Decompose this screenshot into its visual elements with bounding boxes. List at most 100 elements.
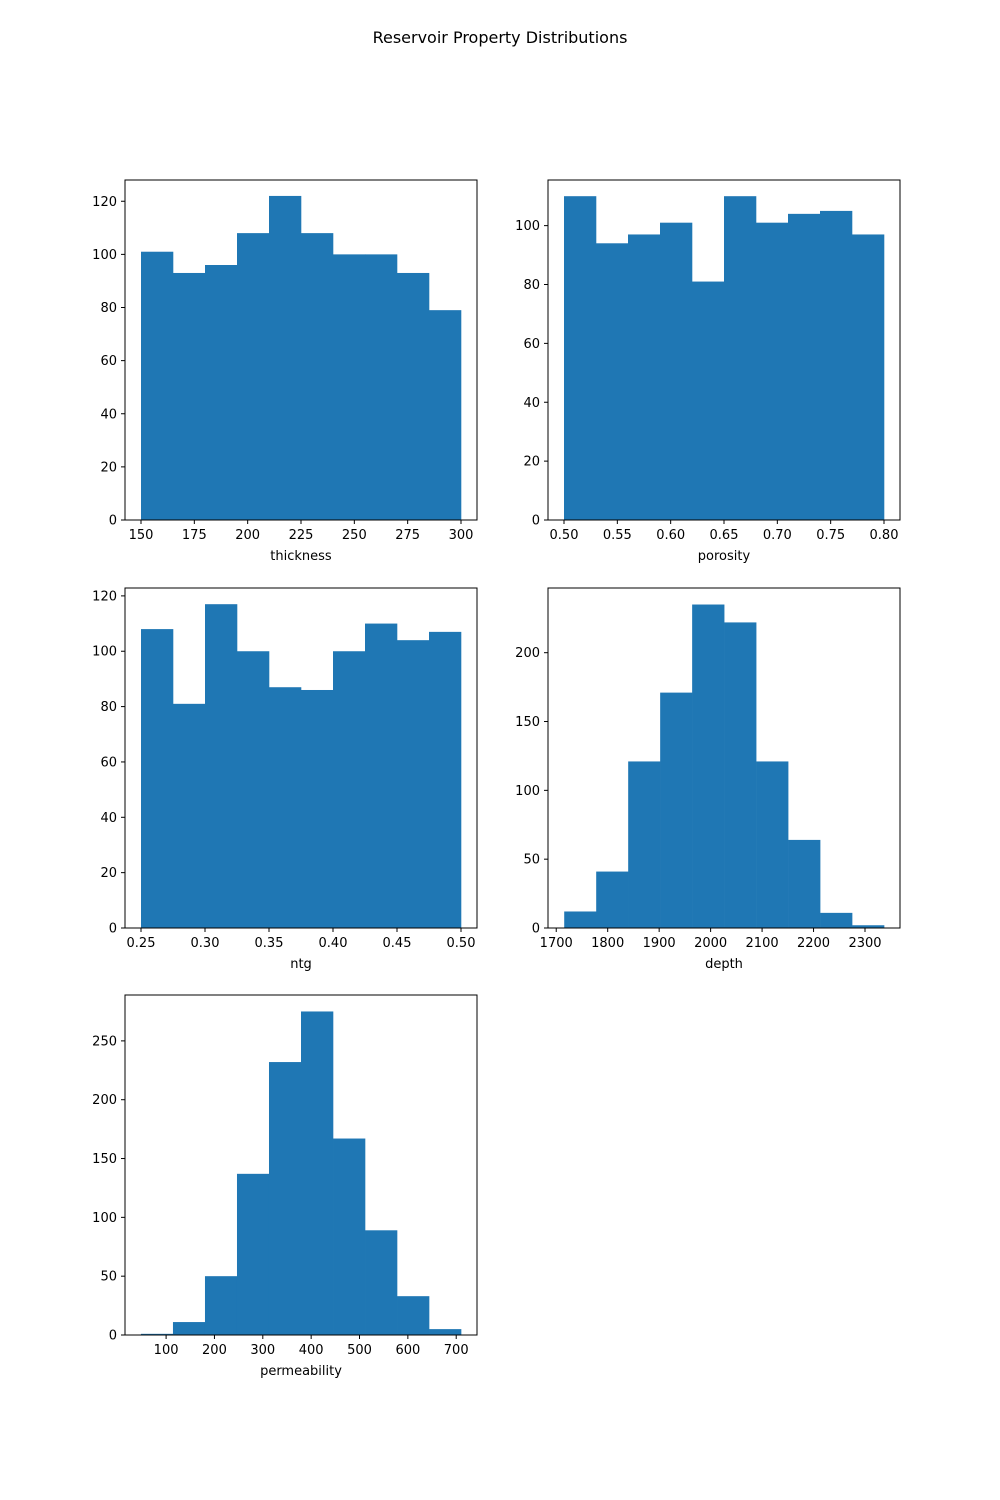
x-axis-label: ntg [290,957,312,972]
histogram-bar [724,622,757,928]
x-tick-label: 0.25 [127,936,156,951]
histogram-bar [628,761,661,928]
histogram-bar [301,1011,334,1335]
subplot-thickness: 150 175 200 225 250 275 300 0 20 40 60 80 100 120 thic… [92,179,478,564]
histogram-bar [564,196,597,520]
histogram-bar [397,640,430,928]
subplot-permeability: 100 200 300 400 500 600 700 0 50 100 150 200 250 perm… [92,994,478,1379]
x-tick-label: 200 [235,528,260,543]
histogram-bar [429,1329,462,1335]
histogram-bar [333,254,366,520]
histogram-bar [333,1138,366,1335]
y-tick-label: 100 [515,219,540,234]
histogram-bar [365,254,398,520]
histogram-bar [173,272,206,520]
histogram-bar [429,310,462,520]
x-tick-label: 1800 [591,936,624,951]
y-tick-label: 40 [100,407,117,422]
x-tick-label: 0.75 [816,528,845,543]
x-tick-label: 300 [449,528,474,543]
y-tick-label: 250 [92,1034,117,1049]
histogram-bar [365,623,398,928]
histogram-bar [429,631,462,928]
y-tick-label: 40 [523,396,540,411]
y-tick-label: 100 [515,784,540,799]
axes-frame [547,587,901,929]
histogram-bar [204,1276,238,1335]
histogram-bar [141,251,174,520]
histogram-bar [660,222,693,521]
y-tick-label: 20 [100,866,117,881]
y-tick-label: 20 [100,460,117,475]
histogram-bar [820,210,853,520]
x-tick-label: 500 [347,1343,372,1358]
x-axis-label: depth [705,957,743,972]
histogram-bar [820,912,853,928]
x-tick-label: 150 [129,528,154,543]
y-tick-label: 40 [100,811,117,826]
histogram-bar [397,272,430,520]
x-axis-label: permeability [260,1364,342,1379]
histogram-bar [140,1333,174,1335]
subplot-depth: 1700 1800 1900 2000 2100 2200 2300 0 50 100 150 200… [515,587,901,972]
histogram-bar [628,234,661,521]
y-tick-label: 20 [523,455,540,470]
subplot-porosity: 0.50 0.55 0.60 0.65 0.70 0.75 0.80 0 20 40 60 80 100… [515,179,901,564]
x-tick-label: 0.40 [319,936,348,951]
x-tick-label: 225 [289,528,314,543]
histogram-bar [564,911,597,928]
x-tick-label: 100 [154,1343,179,1358]
x-tick-label: 1900 [643,936,676,951]
histogram-bar [173,703,206,928]
histogram-bar [365,1230,398,1335]
y-tick-label: 100 [92,1211,117,1226]
histogram-bar [660,692,693,928]
x-tick-label: 175 [182,528,207,543]
x-tick-label: 300 [250,1343,275,1358]
x-tick-label: 0.80 [870,528,899,543]
histogram-bar [397,1296,430,1335]
histogram-bar [788,839,821,928]
y-tick-label: 80 [100,700,117,715]
x-tick-label: 400 [299,1343,324,1358]
x-tick-label: 1700 [540,936,573,951]
x-tick-label: 600 [395,1343,420,1358]
y-tick-label: 120 [92,589,117,604]
histogram-bar [692,281,725,520]
histogram-bar [724,196,757,520]
y-tick-label: 100 [92,248,117,263]
x-axis-label: thickness [270,549,332,564]
x-tick-label: 0.55 [603,528,632,543]
axes-frame [124,587,478,929]
histogram-bar [756,761,789,928]
histogram-bar [333,651,366,928]
histogram-bar [301,689,334,928]
histogram-bar [205,604,238,928]
y-tick-label: 0 [109,514,117,529]
x-tick-label: 2200 [797,936,830,951]
histogram-bar [269,195,302,520]
histogram-bar [141,629,174,928]
x-tick-label: 0.50 [447,936,476,951]
y-tick-label: 60 [523,337,540,352]
histogram-bar [269,687,302,928]
y-tick-label: 0 [532,514,540,529]
y-tick-label: 200 [515,646,540,661]
y-tick-label: 100 [92,645,117,660]
histogram-bar [237,651,270,928]
y-tick-label: 200 [92,1093,117,1108]
y-tick-label: 120 [92,195,117,210]
histogram-bar [301,233,334,520]
x-tick-label: 0.65 [710,528,739,543]
histogram-bar [172,1322,206,1335]
histogram-bar [596,243,629,520]
y-tick-label: 60 [100,755,117,770]
histogram-bar [268,1062,302,1335]
x-tick-label: 2300 [848,936,881,951]
y-tick-label: 60 [100,354,117,369]
y-tick-label: 80 [100,301,117,316]
x-tick-label: 0.30 [191,936,220,951]
histogram-bar [788,213,821,520]
y-tick-label: 80 [523,278,540,293]
